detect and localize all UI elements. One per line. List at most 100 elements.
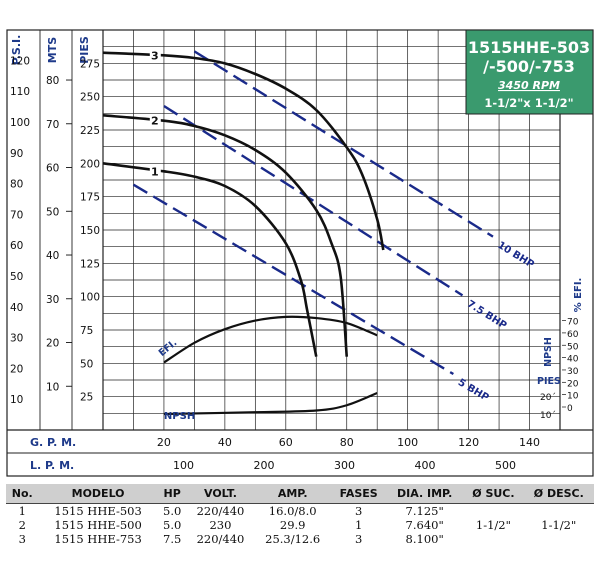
psi-tick-label: 60 (10, 240, 23, 252)
bottom-axes: G. P. M. 20 40 60 80 100 120 140 L. P. M. 100 200 3… (30, 436, 540, 472)
mts-tick-label: 20 (46, 338, 59, 350)
psi-tick-label: 30 (10, 333, 23, 345)
table-cell: 25.3/12.6 (265, 532, 321, 546)
table-cell: 1515 HHE-500 (54, 518, 142, 532)
curve-label-bg (149, 114, 161, 128)
gpm-tick-label: 120 (458, 436, 479, 449)
table-row: 3 1515 HHE-753 7.5 220/440 25.3/12.6 3 8.100" (6, 532, 594, 546)
efficiency-curve (163, 315, 378, 364)
curve-label: 1 (151, 165, 159, 178)
efficiency-tick-label: 40 (567, 355, 579, 365)
psi-tick-label: 80 (10, 179, 23, 191)
y-axis-label: MTS (46, 37, 59, 63)
lpm-tick-label: 100 (173, 459, 194, 472)
specs-column-header: MODELO (38, 484, 158, 504)
title-line-1: 1515HHE-503 (468, 38, 590, 57)
title-rpm: 3450 RPM (498, 79, 560, 92)
mts-tick-label: 50 (46, 206, 59, 218)
efficiency-tick-label: 50 (567, 342, 579, 352)
bhp-label: 7.5 BHP (465, 299, 508, 332)
pies-tick-label: 275 (80, 58, 100, 70)
mts-tick-label: 30 (46, 294, 59, 306)
specs-column-header: HP (157, 484, 187, 504)
mts-tick-label: 10 (46, 381, 59, 393)
curve-label-bg (149, 49, 161, 63)
lpm-tick-label: 400 (414, 459, 435, 472)
lpm-tick-label: 500 (495, 459, 516, 472)
y-axis-label: P.S.I. (10, 35, 23, 66)
title-box-bg (465, 29, 594, 115)
curve-label: 3 (151, 49, 159, 62)
efficiency-tick-label: 70 (567, 318, 579, 328)
gpm-tick-label: 140 (519, 436, 540, 449)
discharge-cell: 1-1/2" (541, 518, 577, 532)
table-cell: 2 (18, 518, 26, 532)
model-title-box: 1515HHE-503/-500/-753 3450 RPM 1-1/2"x 1-1… (465, 29, 594, 115)
efficiency-tick-label: 0 (567, 404, 573, 414)
table-cell: 1515 HHE-503 (54, 504, 142, 518)
table-cell: 5.0 (163, 518, 182, 532)
mts-tick-label: 80 (46, 75, 59, 87)
pies-tick-label: 50 (80, 358, 93, 370)
gpm-axis-label: G. P. M. (30, 436, 76, 449)
gpm-tick-label: 60 (279, 436, 293, 449)
curve-label-bg (149, 165, 161, 179)
specs-header-row: No. MODELO HP VOLT. AMP. FASES DIA. IMP. Ø SUC.… (6, 484, 594, 504)
pies-tick-label: 175 (80, 192, 100, 204)
pies-tick-label: 75 (80, 325, 93, 337)
efficiency-tick-label: 60 (567, 330, 579, 340)
outer-border (6, 29, 594, 477)
table-cell: 220/440 (196, 504, 245, 518)
table-cell: 7.640" (405, 518, 444, 532)
pump-curve-chart: P.S.I. MTS PIES102030405060708090100110120… (6, 29, 594, 477)
npsh-tick-label: 10´ (540, 410, 556, 421)
right-axes: % EFI. 0 10 20 30 40 50 60 70 NPSH PIES 20´ 10´ (537, 278, 584, 421)
npsh-axis-label: NPSH (543, 337, 554, 367)
bhp-line (132, 183, 454, 376)
mts-tick-label: 40 (46, 250, 59, 262)
psi-tick-label: 40 (10, 302, 23, 314)
efficiency-tick-label: 30 (567, 367, 579, 377)
specs-column-header: No. (6, 484, 39, 504)
psi-tick-label: 70 (10, 209, 23, 221)
head-curve (102, 51, 385, 251)
pies-tick-label: 200 (80, 158, 100, 170)
pies-tick-label: 125 (80, 258, 100, 270)
psi-tick-label: 110 (10, 86, 30, 98)
psi-tick-label: 100 (10, 117, 30, 129)
pies-tick-label: 250 (80, 92, 100, 104)
table-cell: 29.9 (279, 518, 306, 532)
table-cell: 3 (18, 532, 26, 546)
mts-tick-label: 70 (46, 119, 59, 131)
npsh-curve (163, 391, 378, 416)
pies-tick-label: 225 (80, 125, 100, 137)
specs-column-header: DIA. IMP. (386, 484, 464, 504)
head-curve (102, 162, 318, 357)
bhp-label: 5 BHP (456, 377, 491, 404)
gpm-tick-label: 40 (218, 436, 232, 449)
table-cell: 220/440 (196, 532, 245, 546)
table-cell: 3 (354, 532, 363, 546)
table-cell: 1515 HHE-753 (54, 532, 142, 546)
psi-tick-label: 20 (10, 363, 23, 375)
table-cell: 7.125" (405, 504, 444, 518)
left-axes: P.S.I. MTS PIES 10 20 30 40 50 60 70 80 90 100 110 120… (10, 35, 100, 406)
psi-tick-label: 120 (10, 55, 30, 67)
npsh-unit-label: PIES (537, 376, 561, 387)
head-curve (102, 114, 349, 357)
psi-tick-label: 10 (10, 394, 23, 406)
mts-tick-label: 60 (46, 163, 59, 175)
table-row: 1 1515 HHE-503 5.0 220/440 16.0/8.0 3 7.125" 1-… (6, 504, 594, 532)
psi-tick-label: 50 (10, 271, 23, 283)
gpm-tick-label: 100 (397, 436, 418, 449)
lpm-tick-label: 200 (253, 459, 274, 472)
specs-column-header: Ø SUC. (463, 484, 524, 504)
suction-cell: 1-1/2" (475, 518, 511, 532)
bhp-line (163, 104, 464, 297)
curve-label: 2 (151, 115, 159, 128)
specs-column-header: VOLT. (186, 484, 255, 504)
title-line-2: /-500/-753 (483, 57, 575, 76)
title-size: 1-1/2"x 1-1/2" (484, 96, 573, 110)
y-axis-label: PIES (78, 36, 91, 64)
table-cell: 16.0/8.0 (268, 504, 317, 518)
